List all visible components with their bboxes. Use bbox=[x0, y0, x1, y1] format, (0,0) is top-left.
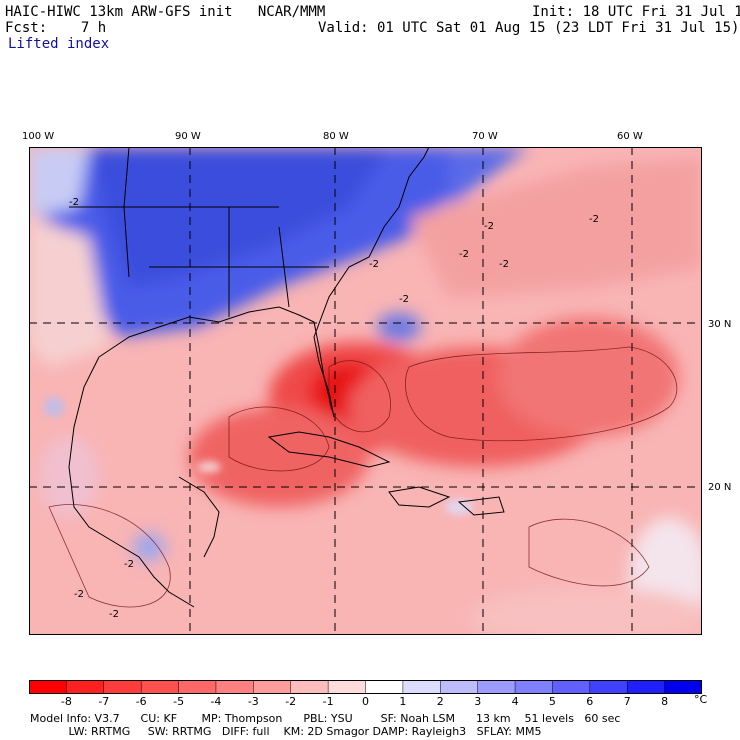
colorbar-tick-label: 4 bbox=[511, 695, 519, 708]
graticule bbox=[29, 147, 702, 635]
contour-label: -2 bbox=[589, 214, 599, 225]
contour-label: -2 bbox=[109, 609, 119, 620]
lon-label-70w: 70 W bbox=[472, 131, 498, 142]
init-time: Init: 18 UTC Fri 31 Jul 15 bbox=[532, 4, 740, 20]
contour-label: -2 bbox=[459, 249, 469, 260]
contour-label: -2 bbox=[69, 197, 79, 208]
colorbar-tick-label: 6 bbox=[586, 695, 594, 708]
contour-label: -2 bbox=[499, 259, 509, 270]
colorbar-cell bbox=[140, 680, 180, 694]
colorbar-tick-label: -2 bbox=[285, 695, 297, 708]
contour-label: -2 bbox=[124, 559, 134, 570]
map-frame bbox=[29, 147, 702, 635]
colorbar-cell bbox=[253, 680, 292, 694]
model-info-line2: LW: RRTMG SW: RRTMG DIFF: full KM: 2D Sm… bbox=[30, 725, 542, 738]
colorbar-tick-label: 0 bbox=[362, 695, 369, 708]
colorbar-tick-label: -5 bbox=[173, 695, 185, 708]
colorbar-tick-label: -8 bbox=[60, 695, 72, 708]
colorbar-cell bbox=[589, 680, 628, 694]
contour-label: -2 bbox=[484, 221, 494, 232]
colorbar-cell bbox=[178, 680, 217, 694]
model-title: HAIC-HIWC 13km ARW-GFS init NCAR/MMM bbox=[5, 4, 326, 20]
lon-label-90w: 90 W bbox=[175, 131, 201, 142]
field-shading bbox=[29, 147, 702, 635]
contour-label: -2 bbox=[399, 294, 409, 305]
colorbar-tick-label: -1 bbox=[322, 695, 334, 708]
colorbar-cell bbox=[626, 680, 666, 694]
colorbar-cell bbox=[327, 680, 367, 694]
colorbar-cell bbox=[664, 680, 702, 694]
colorbar-cell bbox=[29, 680, 68, 694]
colorbar-cell bbox=[514, 680, 554, 694]
field-name: Lifted index bbox=[8, 36, 110, 52]
colorbar-tick-label: -6 bbox=[135, 695, 147, 708]
contours bbox=[48, 346, 678, 608]
valid-time: Valid: 01 UTC Sat 01 Aug 15 (23 LDT Fri … bbox=[318, 20, 740, 36]
colorbar-tick-label: -3 bbox=[247, 695, 259, 708]
contour-label: -2 bbox=[74, 589, 84, 600]
lon-label-80w: 80 W bbox=[323, 131, 349, 142]
colorbar-tick-label: 5 bbox=[548, 695, 556, 708]
colorbar-cell bbox=[103, 680, 142, 694]
colorbar bbox=[29, 680, 702, 694]
coastlines bbox=[68, 147, 505, 608]
lon-label-60w: 60 W bbox=[617, 131, 643, 142]
colorbar-cell bbox=[290, 680, 329, 694]
colorbar-cell bbox=[552, 680, 591, 694]
colorbar-tick-label: 8 bbox=[661, 695, 669, 708]
colorbar-tick-label: -4 bbox=[210, 695, 222, 708]
colorbar-tick-label: -7 bbox=[98, 695, 110, 708]
model-info-line1: Model Info: V3.7 CU: KF MP: Thompson PBL… bbox=[30, 712, 621, 725]
colorbar-cell bbox=[66, 680, 105, 694]
lat-label-20n: 20 N bbox=[708, 482, 732, 493]
colorbar-tick-label: 1 bbox=[399, 695, 407, 708]
colorbar-cell bbox=[215, 680, 255, 694]
forecast-hour: Fcst: 7 h bbox=[5, 20, 107, 36]
lat-label-30n: 30 N bbox=[708, 319, 732, 330]
colorbar-cell bbox=[440, 680, 479, 694]
colorbar-cell bbox=[402, 680, 442, 694]
colorbar-cell bbox=[365, 680, 404, 694]
lon-label-100w: 100 W bbox=[22, 131, 55, 142]
colorbar-tick-label: 2 bbox=[436, 695, 444, 708]
colorbar-tick-label: 7 bbox=[623, 695, 631, 708]
colorbar-unit: °C bbox=[694, 693, 708, 706]
lifted-index-map: -2 -2 -2 -2 -2 -2 -2 -2 -2 -2 bbox=[29, 147, 702, 635]
colorbar-tick-label: 3 bbox=[474, 695, 482, 708]
colorbar-cell bbox=[477, 680, 516, 694]
contour-label: -2 bbox=[369, 259, 379, 270]
